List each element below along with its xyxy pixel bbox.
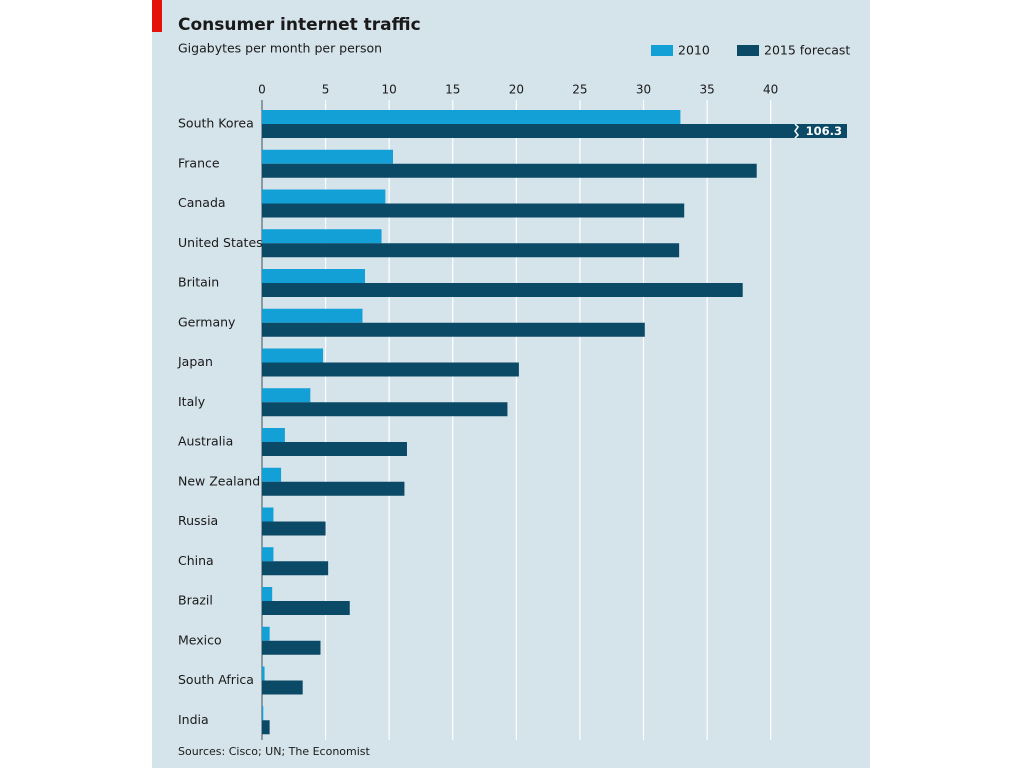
bar <box>262 428 285 442</box>
x-tick-label: 30 <box>636 83 651 97</box>
chart-title: Consumer internet traffic <box>178 15 421 35</box>
bar <box>262 229 382 244</box>
bar <box>262 626 270 641</box>
bar <box>262 283 743 297</box>
x-tick-label: 5 <box>322 83 330 97</box>
category-label: Japan <box>177 354 213 369</box>
category-label: New Zealand <box>178 473 260 488</box>
bar <box>262 547 274 562</box>
chart-subtitle: Gigabytes per month per person <box>178 41 382 56</box>
category-label: United States <box>178 235 263 250</box>
bar <box>262 706 264 721</box>
legend: 2010 2015 forecast <box>651 43 850 58</box>
x-tick-label: 20 <box>509 83 524 97</box>
bar <box>262 388 311 403</box>
bar <box>262 521 326 536</box>
bar <box>262 203 685 218</box>
chart-source: Sources: Cisco; UN; The Economist <box>178 745 371 758</box>
bar <box>262 561 329 576</box>
category-label: Australia <box>178 434 233 449</box>
bar <box>262 680 303 695</box>
bar <box>262 243 680 258</box>
bar <box>262 110 681 124</box>
bar <box>262 601 350 615</box>
bar <box>262 308 363 323</box>
category-label: Britain <box>178 275 219 290</box>
legend-swatch <box>651 45 673 56</box>
legend-swatch <box>737 45 759 56</box>
x-tick-label: 35 <box>699 83 714 97</box>
value-label: 106.3 <box>806 124 842 138</box>
x-tick-label: 25 <box>572 83 587 97</box>
category-label: Germany <box>178 314 236 329</box>
bar <box>262 442 407 456</box>
legend-label: 2015 forecast <box>764 43 850 58</box>
x-tick-label: 10 <box>382 83 397 97</box>
x-tick-label: 15 <box>445 83 460 97</box>
category-label: Brazil <box>178 593 213 608</box>
bar <box>262 720 270 735</box>
bar <box>262 269 366 283</box>
bars: South Korea 106.3 France Canada United State… <box>177 110 847 735</box>
bar <box>262 402 508 417</box>
x-tick-label: 40 <box>763 83 778 97</box>
bar <box>262 124 847 138</box>
red-tag <box>152 0 162 32</box>
axis-break <box>794 123 799 139</box>
bar <box>262 640 321 655</box>
category-label: Russia <box>178 513 218 528</box>
bar <box>262 467 282 482</box>
x-tick-label: 0 <box>258 83 266 97</box>
bar <box>262 322 645 337</box>
category-label: South Africa <box>178 672 254 687</box>
category-label: China <box>178 553 214 568</box>
category-label: France <box>178 155 220 170</box>
category-label: South Korea <box>178 116 254 131</box>
category-label: Italy <box>178 394 206 409</box>
bar <box>262 189 386 204</box>
bar <box>262 507 274 522</box>
category-label: Mexico <box>178 632 222 647</box>
category-label: India <box>178 712 209 727</box>
category-label: Canada <box>178 195 226 210</box>
bar <box>262 481 405 496</box>
legend-label: 2010 <box>678 43 710 58</box>
bar <box>262 587 273 601</box>
bar <box>262 666 265 681</box>
bar <box>262 348 324 363</box>
bar <box>262 149 393 164</box>
bar <box>262 163 757 178</box>
bar <box>262 362 519 377</box>
